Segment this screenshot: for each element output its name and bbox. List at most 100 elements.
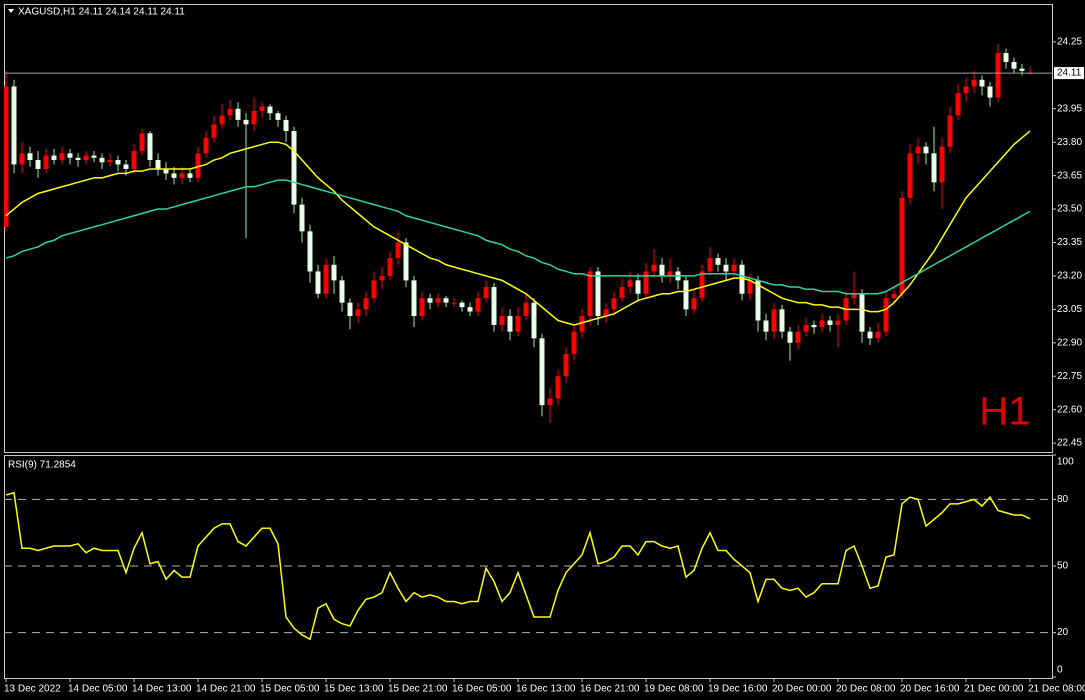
candle-body [771,309,777,332]
candle-body [43,155,49,169]
x-tick-label: 21 Dec 08:00 [1028,684,1085,695]
candle-body [195,153,201,178]
candle-body [947,115,953,147]
candle-body [83,155,89,161]
candle-body [1003,53,1009,62]
candle-body [99,157,105,163]
moving-average [5,179,1031,295]
candle-body [243,119,249,125]
candle-body [27,153,33,161]
candle-body [267,106,273,114]
x-tick-label: 16 Dec 21:00 [580,684,640,695]
candle-body [667,271,673,276]
candle-body [939,146,945,183]
x-tick-label: 21 Dec 00:00 [964,684,1024,695]
x-tick-label: 14 Dec 21:00 [196,684,256,695]
x-tick-label: 20 Dec 00:00 [772,684,832,695]
candle-body [835,320,841,325]
candle-body [259,106,265,111]
candle-body [827,320,833,325]
candle-body [643,271,649,294]
candle-body [203,137,209,154]
candle-body [291,131,297,205]
candle-body [795,331,801,343]
candle-body [747,280,753,294]
x-tick-label: 15 Dec 13:00 [324,684,384,695]
x-tick-label: 20 Dec 08:00 [836,684,896,695]
candle-body [427,298,433,303]
candle-body [707,258,713,272]
current-price-box [1054,67,1084,80]
candle-body [179,173,185,178]
candle-body [187,173,193,178]
x-tick-label: 19 Dec 08:00 [644,684,704,695]
candle-body [4,86,9,227]
candle-body [619,287,625,299]
candle-body [467,307,473,312]
candle-body [659,264,665,276]
candle-body [443,298,449,303]
candle-body [811,324,817,328]
candle-body [555,376,561,399]
candle-body [867,331,873,339]
candle-body [883,298,889,332]
candle-body [51,155,57,161]
x-tick-label: 13 Dec 2022 [4,684,61,695]
y-tick-label: 23.35 [1057,237,1082,248]
menu-triangle[interactable] [8,9,14,13]
candle-body [851,293,857,299]
candle-body [907,153,913,198]
candle-body [435,298,441,303]
main-panel-frame [4,4,1053,453]
candle-body [331,264,337,281]
candle-body [683,280,689,310]
candle-body [635,280,641,294]
candle-body [731,264,737,272]
candle-body [107,160,113,163]
candle-body [67,153,73,158]
x-tick-label: 19 Dec 16:00 [708,684,768,695]
candle-body [523,302,529,317]
candle-body [75,157,81,161]
rsi-label: RSI(9) 71.2854 [8,460,76,471]
candle-body [995,53,1001,98]
chart-header: XAGUSD,H1 24.11 24.14 24.11 24.11 [18,7,185,18]
candle-body [587,271,593,317]
candle-body [131,151,137,169]
candle-body [803,324,809,332]
y-tick-label: 23.20 [1057,271,1082,282]
candle-body [211,124,217,138]
candle-body [299,204,305,232]
candle-body [715,258,721,265]
current-price-label: 24.11 [1057,68,1082,79]
candle-body [515,316,521,332]
candle-body [507,316,513,332]
candle-body [979,79,985,87]
candle-body [1019,68,1025,71]
candle-body [363,298,369,310]
y-tick-label: 23.95 [1057,103,1082,114]
candle-body [571,331,577,354]
y-tick-label: 50 [1057,561,1069,572]
candle-body [859,293,865,332]
candle-body [451,302,457,304]
x-tick-label: 14 Dec 13:00 [132,684,192,695]
y-tick-label: 23.80 [1057,137,1082,148]
candle-body [699,271,705,299]
y-tick-label: 0 [1057,665,1063,676]
candle-body [355,309,361,317]
y-tick-label: 23.65 [1057,170,1082,181]
candle-body [651,264,657,272]
rsi-line [5,491,1031,641]
y-tick-label: 24.25 [1057,37,1082,48]
x-tick-label: 14 Dec 05:00 [68,684,128,695]
candle-body [123,164,129,169]
y-tick-label: 100 [1057,457,1074,468]
candle-body [819,320,825,328]
candle-body [35,160,41,169]
x-tick-label: 15 Dec 21:00 [388,684,448,695]
candle-body [787,331,793,343]
candle-body [371,280,377,299]
candle-body [163,168,169,174]
